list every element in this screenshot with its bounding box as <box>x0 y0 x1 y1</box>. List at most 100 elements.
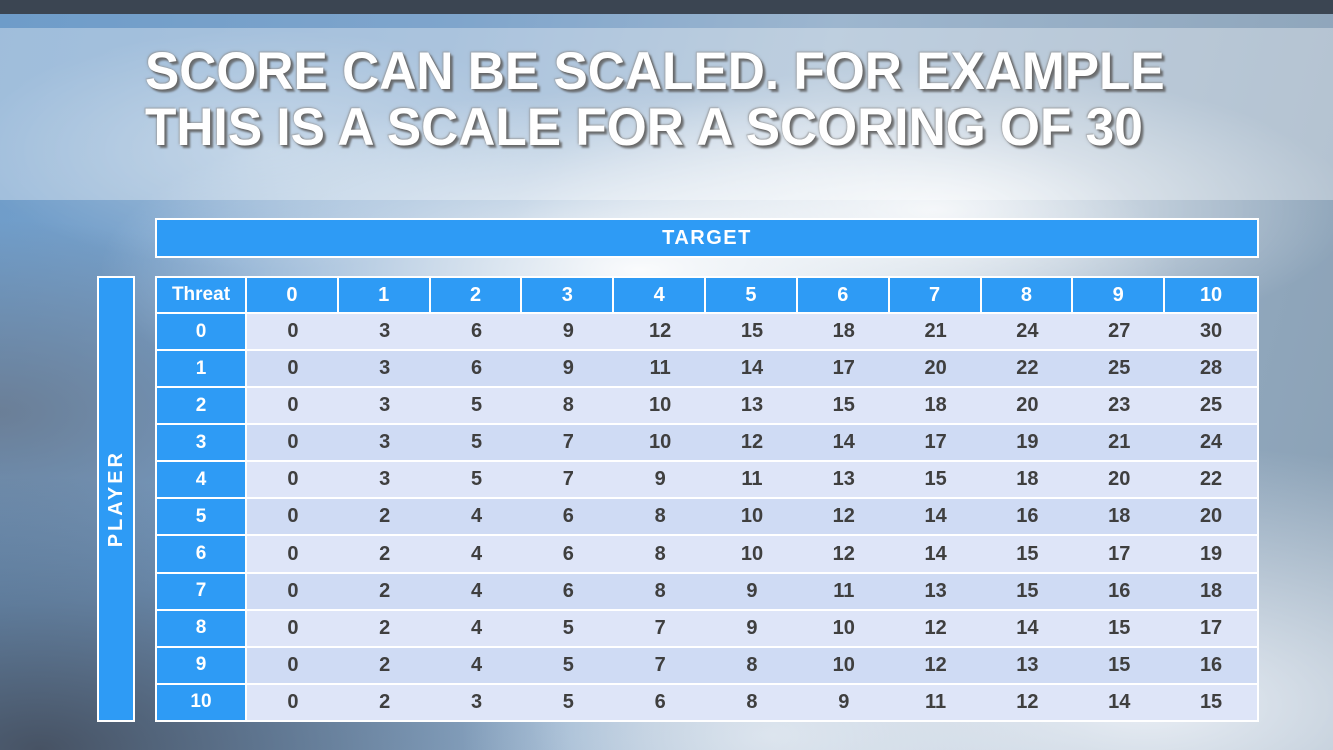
score-cell: 5 <box>430 460 523 498</box>
score-cell: 9 <box>522 312 615 350</box>
score-cell: 6 <box>522 497 615 535</box>
score-cell: 4 <box>430 608 523 646</box>
score-cell: 0 <box>247 682 339 720</box>
score-cell: 9 <box>706 571 798 609</box>
target-col-header-5: 5 <box>706 278 798 312</box>
score-cell: 25 <box>1165 386 1257 424</box>
score-cell: 12 <box>614 312 707 350</box>
score-cell: 4 <box>430 645 523 683</box>
score-cell: 8 <box>522 386 615 424</box>
player-row-header-10: 10 <box>157 682 247 720</box>
score-cell: 25 <box>1073 349 1166 387</box>
target-header-bar: TARGET <box>155 218 1259 258</box>
score-cell: 19 <box>1165 534 1257 572</box>
score-cell: 2 <box>338 534 431 572</box>
player-row-header-1: 1 <box>157 349 247 387</box>
score-cell: 20 <box>889 349 982 387</box>
score-cell: 15 <box>797 386 890 424</box>
target-col-header-6: 6 <box>797 278 890 312</box>
player-row-header-2: 2 <box>157 386 247 424</box>
score-cell: 0 <box>247 423 339 461</box>
score-cell: 12 <box>797 497 890 535</box>
score-cell: 15 <box>706 312 798 350</box>
score-cell: 15 <box>1073 608 1166 646</box>
score-cell: 9 <box>797 682 890 720</box>
score-cell: 9 <box>522 349 615 387</box>
slide-title: SCORE CAN BE SCALED. FOR EXAMPLE THIS IS… <box>145 44 1165 156</box>
score-cell: 18 <box>1073 497 1166 535</box>
score-cell: 10 <box>614 423 707 461</box>
score-cell: 4 <box>430 571 523 609</box>
score-cell: 8 <box>614 497 707 535</box>
player-row-header-7: 7 <box>157 571 247 609</box>
score-cell: 4 <box>430 534 523 572</box>
score-table: Threat 0 1 2 3 4 5 6 7 8 9 10 0 0 3 6 9 12 15 18 21 24 27 30 1 0 3… <box>157 278 1257 720</box>
score-cell: 20 <box>981 386 1074 424</box>
score-cell: 9 <box>706 608 798 646</box>
score-cell: 13 <box>889 571 982 609</box>
table-row-3: 3 0 3 5 7 10 12 14 17 19 21 24 <box>157 423 1257 461</box>
score-cell: 0 <box>247 645 339 683</box>
score-cell: 8 <box>614 534 707 572</box>
table-row-10: 10 0 2 3 5 6 8 9 11 12 14 15 <box>157 682 1257 720</box>
score-cell: 15 <box>981 534 1074 572</box>
score-cell: 3 <box>338 312 431 350</box>
top-bar <box>0 0 1333 14</box>
score-cell: 17 <box>797 349 890 387</box>
score-cell: 6 <box>522 534 615 572</box>
score-cell: 0 <box>247 349 339 387</box>
score-cell: 6 <box>430 349 523 387</box>
target-col-header-1: 1 <box>338 278 431 312</box>
table-row-7: 7 0 2 4 6 8 9 11 13 15 16 18 <box>157 571 1257 609</box>
score-cell: 14 <box>1073 682 1166 720</box>
score-cell: 14 <box>889 534 982 572</box>
target-col-header-8: 8 <box>981 278 1074 312</box>
score-cell: 3 <box>338 460 431 498</box>
score-cell: 13 <box>981 645 1074 683</box>
score-cell: 4 <box>430 497 523 535</box>
score-cell: 15 <box>981 571 1074 609</box>
score-cell: 12 <box>889 645 982 683</box>
table-row-6: 6 0 2 4 6 8 10 12 14 15 17 19 <box>157 534 1257 572</box>
score-cell: 6 <box>614 682 707 720</box>
score-cell: 0 <box>247 460 339 498</box>
score-cell: 5 <box>522 682 615 720</box>
score-cell: 2 <box>338 571 431 609</box>
score-cell: 5 <box>522 645 615 683</box>
score-cell: 10 <box>706 534 798 572</box>
score-cell: 5 <box>522 608 615 646</box>
score-cell: 12 <box>797 534 890 572</box>
score-cell: 11 <box>889 682 982 720</box>
score-cell: 7 <box>522 423 615 461</box>
score-cell: 24 <box>981 312 1074 350</box>
score-cell: 0 <box>247 497 339 535</box>
score-cell: 17 <box>1073 534 1166 572</box>
score-cell: 7 <box>614 645 707 683</box>
score-cell: 15 <box>1165 682 1257 720</box>
score-cell: 16 <box>1165 645 1257 683</box>
target-header-label: TARGET <box>662 226 752 249</box>
score-cell: 14 <box>981 608 1074 646</box>
table-row-2: 2 0 3 5 8 10 13 15 18 20 23 25 <box>157 386 1257 424</box>
score-cell: 15 <box>889 460 982 498</box>
target-col-header-9: 9 <box>1073 278 1166 312</box>
score-cell: 20 <box>1073 460 1166 498</box>
score-cell: 5 <box>430 386 523 424</box>
target-col-header-7: 7 <box>889 278 982 312</box>
score-cell: 6 <box>430 312 523 350</box>
score-cell: 8 <box>706 682 798 720</box>
score-cell: 11 <box>614 349 707 387</box>
score-cell: 15 <box>1073 645 1166 683</box>
score-cell: 0 <box>247 534 339 572</box>
score-cell: 20 <box>1165 497 1257 535</box>
score-cell: 2 <box>338 497 431 535</box>
score-cell: 0 <box>247 571 339 609</box>
score-cell: 28 <box>1165 349 1257 387</box>
score-cell: 18 <box>889 386 982 424</box>
score-cell: 13 <box>706 386 798 424</box>
score-cell: 12 <box>706 423 798 461</box>
score-cell: 11 <box>706 460 798 498</box>
score-cell: 18 <box>1165 571 1257 609</box>
score-cell: 7 <box>522 460 615 498</box>
score-cell: 7 <box>614 608 707 646</box>
